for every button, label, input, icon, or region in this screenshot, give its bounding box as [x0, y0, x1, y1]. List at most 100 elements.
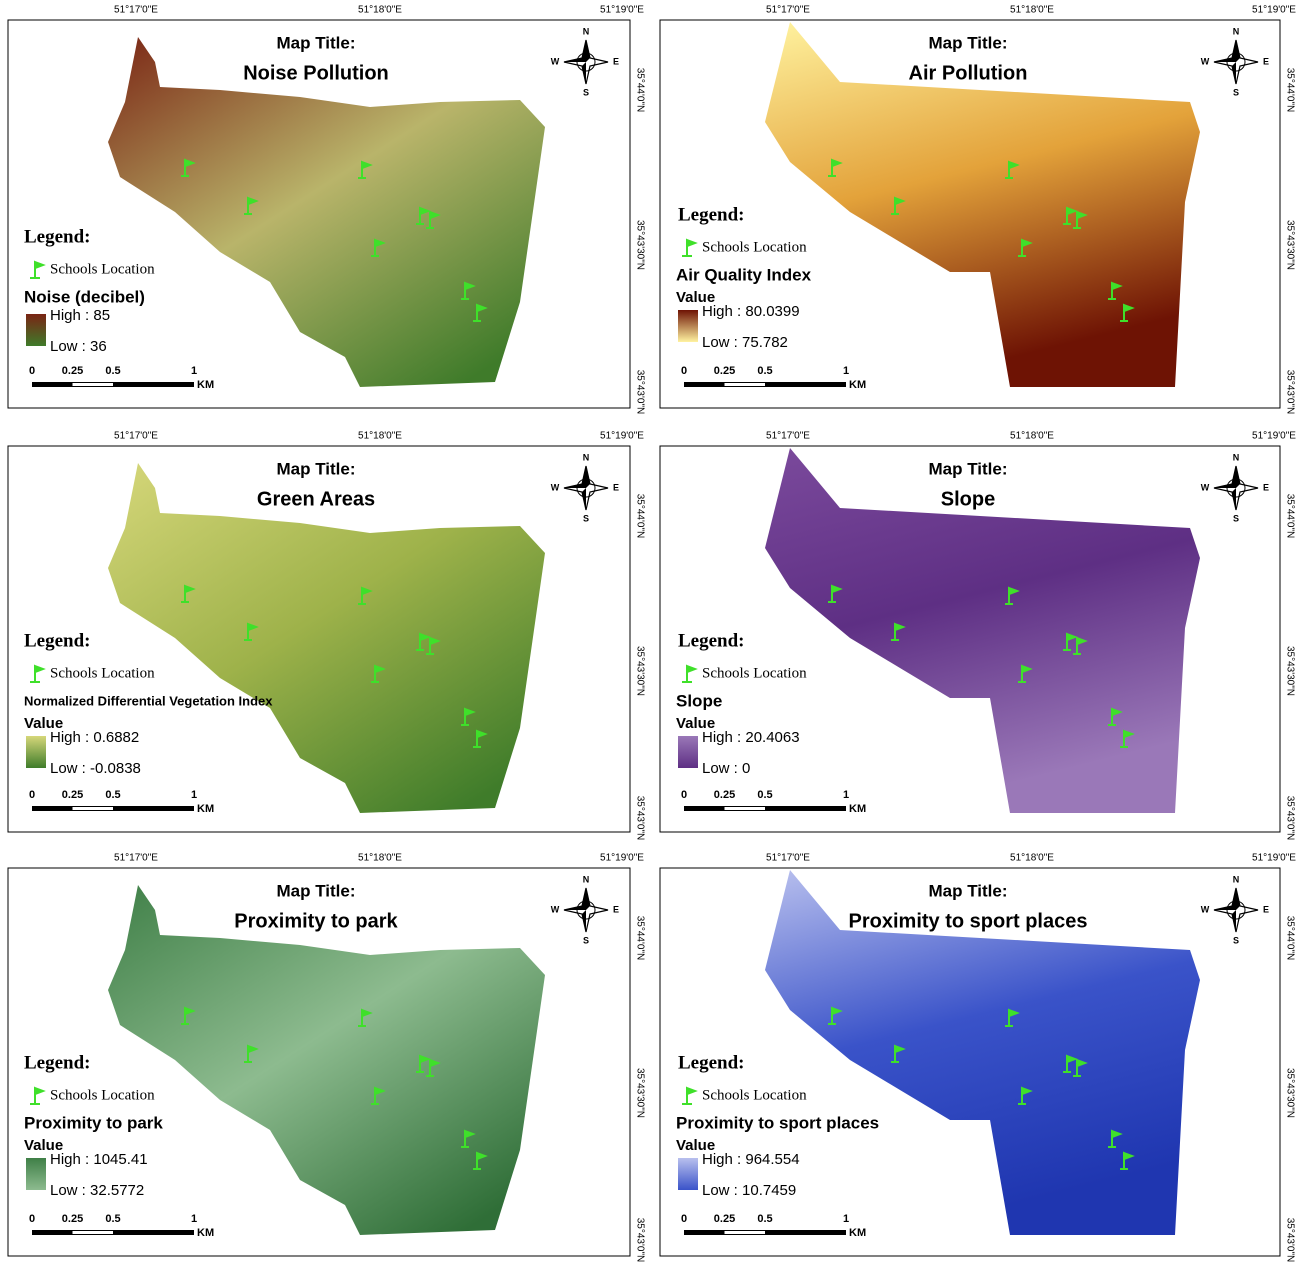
color-ramp [678, 736, 698, 768]
compass-label: E [1263, 482, 1269, 492]
map-panel: Map Title:Air PollutionNSEWLegend:School… [660, 5, 1296, 415]
scale-label: 0.25 [62, 1213, 83, 1225]
map-title: Proximity to park [234, 910, 398, 932]
scale-label: 0 [29, 789, 35, 801]
latitude-label: 35°44'0"N [634, 494, 645, 539]
map-panel: Map Title:Proximity to parkNSEWLegend:Sc… [8, 853, 645, 1263]
map-title-label: Map Title: [276, 459, 355, 478]
compass-label: E [1263, 904, 1269, 914]
longitude-label: 51°19'0"E [600, 853, 644, 864]
legend-low: Low : 10.7459 [702, 1182, 796, 1199]
compass-label: W [1201, 56, 1210, 66]
scale-label: 1 [843, 789, 849, 801]
compass-label: S [583, 513, 589, 523]
latitude-label: 35°43'30"N [634, 646, 645, 696]
map-title-label: Map Title: [276, 881, 355, 900]
legend-low: Low : 32.5772 [50, 1182, 144, 1199]
legend-title: Legend: [678, 204, 745, 225]
longitude-label: 51°17'0"E [766, 853, 810, 864]
scale-bar [73, 807, 114, 810]
scale-label: 0 [681, 1213, 687, 1225]
latitude-label: 35°43'30"N [634, 220, 645, 270]
longitude-label: 51°18'0"E [358, 431, 402, 442]
legend-high: High : 20.4063 [702, 729, 800, 746]
longitude-label: 51°19'0"E [600, 5, 644, 16]
scale-unit: KM [849, 379, 866, 391]
longitude-label: 51°19'0"E [1252, 853, 1296, 864]
scale-bar [725, 1231, 766, 1234]
scale-label: 0 [29, 365, 35, 377]
scale-label: 0.5 [105, 365, 120, 377]
latitude-label: 35°44'0"N [1284, 68, 1295, 113]
legend-low: Low : 0 [702, 760, 750, 777]
map-title: Proximity to sport places [849, 910, 1088, 932]
latitude-label: 35°43'30"N [1284, 646, 1295, 696]
longitude-label: 51°19'0"E [600, 431, 644, 442]
compass-label: W [1201, 482, 1210, 492]
scale-label: 1 [191, 365, 197, 377]
scale-label: 0.25 [62, 365, 83, 377]
compass-label: N [1233, 874, 1240, 884]
color-ramp [678, 310, 698, 342]
longitude-label: 51°18'0"E [358, 5, 402, 16]
figure: Map Title:Noise PollutionNSEWLegend:Scho… [0, 0, 1308, 1268]
legend-title: Legend: [24, 226, 91, 247]
longitude-label: 51°17'0"E [114, 5, 158, 16]
legend-title: Legend: [24, 1052, 91, 1073]
scale-label: 0.25 [714, 789, 735, 801]
compass-label: N [583, 452, 590, 462]
longitude-label: 51°19'0"E [1252, 5, 1296, 16]
legend-low: Low : 75.782 [702, 334, 788, 351]
scale-unit: KM [849, 1227, 866, 1239]
latitude-label: 35°43'0"N [634, 1218, 645, 1263]
latitude-label: 35°43'0"N [1284, 370, 1295, 415]
compass-label: N [583, 874, 590, 884]
scale-bar [73, 383, 114, 386]
scale-unit: KM [197, 803, 214, 815]
legend-schools: Schools Location [702, 665, 807, 681]
legend-schools: Schools Location [50, 261, 155, 277]
longitude-label: 51°18'0"E [1010, 5, 1054, 16]
latitude-label: 35°43'30"N [1284, 1068, 1295, 1118]
compass-label: W [551, 482, 560, 492]
longitude-label: 51°17'0"E [766, 5, 810, 16]
legend-high: High : 80.0399 [702, 303, 800, 320]
legend-title: Legend: [678, 630, 745, 651]
map-title-label: Map Title: [928, 459, 1007, 478]
latitude-label: 35°43'0"N [634, 370, 645, 415]
legend-high: High : 1045.41 [50, 1151, 148, 1168]
compass-label: E [1263, 56, 1269, 66]
scale-label: 1 [843, 365, 849, 377]
scale-label: 0.5 [757, 789, 772, 801]
map-title: Green Areas [257, 488, 375, 510]
compass-label: W [551, 56, 560, 66]
layer-name: Noise (decibel) [24, 287, 145, 306]
map-title-label: Map Title: [276, 33, 355, 52]
compass-label: N [1233, 26, 1240, 36]
scale-bar [725, 807, 766, 810]
map-panel: Map Title:Noise PollutionNSEWLegend:Scho… [8, 5, 645, 415]
color-ramp [678, 1158, 698, 1190]
map-title: Slope [941, 488, 995, 510]
compass-label: S [583, 935, 589, 945]
layer-name: Air Quality Index [676, 265, 812, 284]
map-panel: Map Title:Green AreasNSEWLegend:Schools … [8, 431, 645, 841]
scale-unit: KM [849, 803, 866, 815]
compass-label: E [613, 56, 619, 66]
layer-name: Proximity to sport places [676, 1113, 879, 1132]
scale-label: 0.25 [714, 1213, 735, 1225]
scale-bar [73, 1231, 114, 1234]
color-ramp [26, 736, 46, 768]
scale-unit: KM [197, 1227, 214, 1239]
longitude-label: 51°18'0"E [1010, 853, 1054, 864]
latitude-label: 35°43'0"N [1284, 1218, 1295, 1263]
compass-label: W [551, 904, 560, 914]
legend-high: High : 85 [50, 307, 110, 324]
legend-low: Low : 36 [50, 338, 107, 355]
longitude-label: 51°19'0"E [1252, 431, 1296, 442]
latitude-label: 35°43'30"N [1284, 220, 1295, 270]
scale-label: 1 [191, 789, 197, 801]
compass-label: W [1201, 904, 1210, 914]
scale-bar [725, 383, 766, 386]
